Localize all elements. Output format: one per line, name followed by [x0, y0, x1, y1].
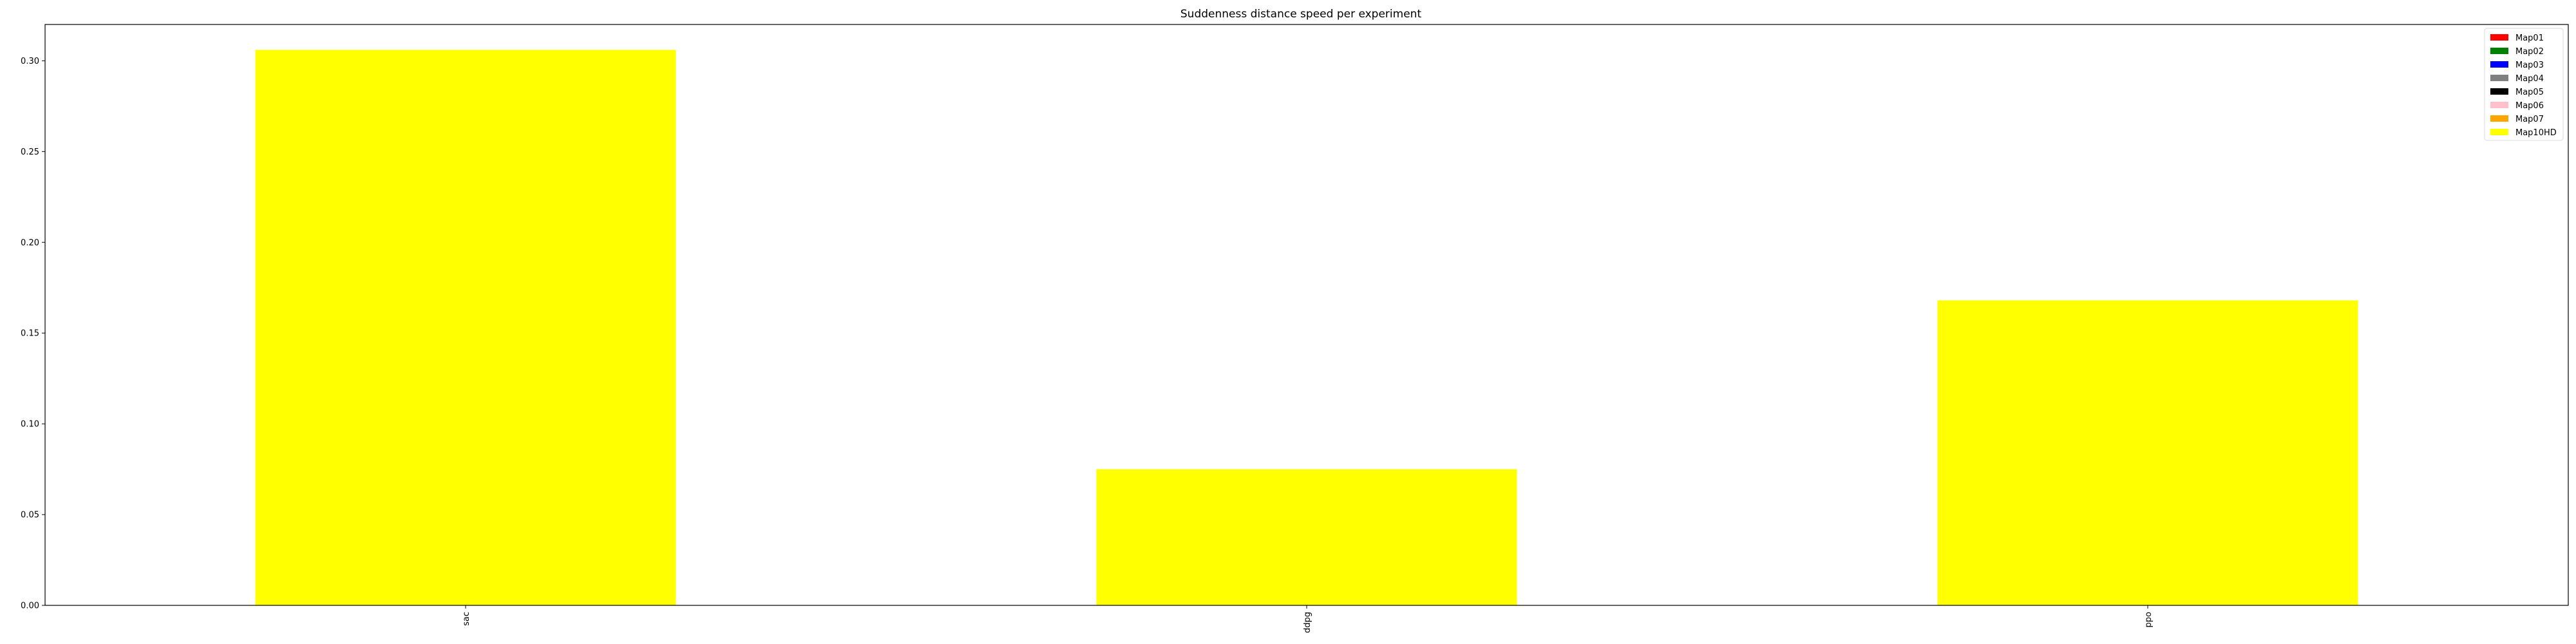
y-tick-label-0.20: 0.20 [21, 238, 39, 248]
plot-area: sac ddpg ppo 0.00 0.05 0.10 0.15 0.20 0.25 0.30 [21, 24, 2569, 633]
x-tick-label-sac: sac [462, 612, 471, 626]
legend-label-Map04: Map04 [2515, 74, 2544, 84]
bar-ddpg-Map10HD [1096, 469, 1517, 605]
y-tick-label-0.10: 0.10 [21, 420, 39, 430]
legend-swatch-Map07 [2490, 115, 2508, 122]
legend-label-Map10HD: Map10HD [2515, 128, 2557, 138]
y-tick-label-0.00: 0.00 [21, 601, 39, 611]
legend-swatch-Map01 [2490, 34, 2508, 41]
legend-box [2484, 28, 2564, 141]
axes-frame [44, 24, 2569, 606]
y-tick-label-0.05: 0.05 [21, 511, 39, 520]
legend-swatch-Map04 [2490, 75, 2508, 81]
legend-label-Map06: Map06 [2515, 101, 2544, 111]
legend-label-Map05: Map05 [2515, 88, 2544, 97]
legend-swatch-Map06 [2490, 102, 2508, 108]
legend-swatch-Map10HD [2490, 129, 2508, 135]
y-tick-label-0.30: 0.30 [21, 57, 39, 66]
y-tick-label-0.25: 0.25 [21, 147, 39, 157]
legend-label-Map03: Map03 [2515, 61, 2544, 70]
legend-swatch-Map05 [2490, 88, 2508, 95]
legend-label-Map07: Map07 [2515, 115, 2544, 124]
chart-title: Suddenness distance speed per experiment [1180, 8, 1422, 21]
y-tick-label-0.15: 0.15 [21, 329, 39, 339]
legend-label-Map02: Map02 [2515, 47, 2544, 57]
legend-label-Map01: Map01 [2515, 33, 2544, 43]
legend-swatch-Map03 [2490, 61, 2508, 68]
legend-swatch-Map02 [2490, 48, 2508, 54]
bar-sac-Map10HD [255, 50, 676, 605]
bar-ppo-Map10HD [1937, 300, 2358, 605]
x-tick-label-ddpg: ddpg [1303, 612, 1312, 633]
x-tick-label-ppo: ppo [2144, 612, 2154, 628]
legend: Map01 Map02 Map03 Map04 Map05 Map06 Map07 Map10… [2484, 28, 2564, 141]
